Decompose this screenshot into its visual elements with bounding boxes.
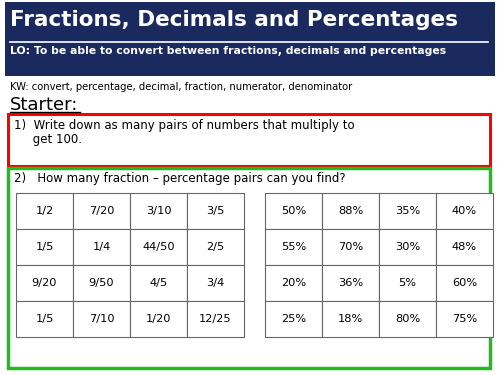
FancyBboxPatch shape bbox=[130, 301, 187, 337]
FancyBboxPatch shape bbox=[8, 168, 490, 368]
FancyBboxPatch shape bbox=[16, 229, 73, 265]
FancyBboxPatch shape bbox=[187, 193, 244, 229]
Text: LO: To be able to convert between fractions, decimals and percentages: LO: To be able to convert between fracti… bbox=[10, 46, 446, 56]
Text: 35%: 35% bbox=[395, 206, 420, 216]
FancyBboxPatch shape bbox=[379, 301, 436, 337]
Text: 5%: 5% bbox=[398, 278, 416, 288]
FancyBboxPatch shape bbox=[16, 193, 73, 229]
FancyBboxPatch shape bbox=[436, 229, 493, 265]
FancyBboxPatch shape bbox=[73, 193, 130, 229]
Text: 1/2: 1/2 bbox=[36, 206, 54, 216]
Text: 1)  Write down as many pairs of numbers that multiply to: 1) Write down as many pairs of numbers t… bbox=[14, 119, 354, 132]
Text: 9/50: 9/50 bbox=[88, 278, 115, 288]
FancyBboxPatch shape bbox=[16, 265, 73, 301]
FancyBboxPatch shape bbox=[5, 2, 495, 76]
Text: 2)   How many fraction – percentage pairs can you find?: 2) How many fraction – percentage pairs … bbox=[14, 172, 345, 185]
Text: 70%: 70% bbox=[338, 242, 363, 252]
Text: 3/5: 3/5 bbox=[206, 206, 224, 216]
Text: get 100.: get 100. bbox=[14, 133, 82, 146]
Text: 7/10: 7/10 bbox=[88, 314, 115, 324]
FancyBboxPatch shape bbox=[322, 301, 379, 337]
Text: KW: convert, percentage, decimal, fraction, numerator, denominator: KW: convert, percentage, decimal, fracti… bbox=[10, 82, 352, 92]
Text: 2/5: 2/5 bbox=[206, 242, 224, 252]
FancyBboxPatch shape bbox=[265, 301, 322, 337]
FancyBboxPatch shape bbox=[187, 265, 244, 301]
FancyBboxPatch shape bbox=[73, 301, 130, 337]
FancyBboxPatch shape bbox=[436, 193, 493, 229]
Text: 30%: 30% bbox=[395, 242, 420, 252]
Text: 80%: 80% bbox=[395, 314, 420, 324]
Text: 3/10: 3/10 bbox=[146, 206, 172, 216]
Text: 20%: 20% bbox=[281, 278, 306, 288]
FancyBboxPatch shape bbox=[130, 193, 187, 229]
FancyBboxPatch shape bbox=[130, 229, 187, 265]
FancyBboxPatch shape bbox=[322, 229, 379, 265]
FancyBboxPatch shape bbox=[8, 114, 490, 166]
Text: Fractions, Decimals and Percentages: Fractions, Decimals and Percentages bbox=[10, 10, 458, 30]
Text: Starter:: Starter: bbox=[10, 96, 78, 114]
Text: 36%: 36% bbox=[338, 278, 363, 288]
Text: 1/5: 1/5 bbox=[36, 314, 54, 324]
FancyBboxPatch shape bbox=[379, 193, 436, 229]
FancyBboxPatch shape bbox=[16, 301, 73, 337]
FancyBboxPatch shape bbox=[379, 265, 436, 301]
FancyBboxPatch shape bbox=[187, 301, 244, 337]
FancyBboxPatch shape bbox=[73, 229, 130, 265]
FancyBboxPatch shape bbox=[265, 265, 322, 301]
FancyBboxPatch shape bbox=[322, 265, 379, 301]
FancyBboxPatch shape bbox=[73, 265, 130, 301]
Text: 88%: 88% bbox=[338, 206, 363, 216]
FancyBboxPatch shape bbox=[436, 265, 493, 301]
FancyBboxPatch shape bbox=[187, 229, 244, 265]
Text: 9/20: 9/20 bbox=[32, 278, 57, 288]
Text: 1/5: 1/5 bbox=[36, 242, 54, 252]
FancyBboxPatch shape bbox=[436, 301, 493, 337]
Text: 55%: 55% bbox=[281, 242, 306, 252]
Text: 25%: 25% bbox=[281, 314, 306, 324]
FancyBboxPatch shape bbox=[130, 265, 187, 301]
Text: 3/4: 3/4 bbox=[206, 278, 224, 288]
Text: 60%: 60% bbox=[452, 278, 477, 288]
Text: 1/4: 1/4 bbox=[92, 242, 110, 252]
Text: 18%: 18% bbox=[338, 314, 363, 324]
FancyBboxPatch shape bbox=[265, 193, 322, 229]
Text: 12/25: 12/25 bbox=[199, 314, 232, 324]
Text: 50%: 50% bbox=[281, 206, 306, 216]
FancyBboxPatch shape bbox=[379, 229, 436, 265]
Text: 75%: 75% bbox=[452, 314, 477, 324]
Text: 44/50: 44/50 bbox=[142, 242, 175, 252]
FancyBboxPatch shape bbox=[322, 193, 379, 229]
Text: 40%: 40% bbox=[452, 206, 477, 216]
Text: 4/5: 4/5 bbox=[150, 278, 168, 288]
Text: 48%: 48% bbox=[452, 242, 477, 252]
FancyBboxPatch shape bbox=[265, 229, 322, 265]
Text: 7/20: 7/20 bbox=[89, 206, 114, 216]
Text: 1/20: 1/20 bbox=[146, 314, 171, 324]
